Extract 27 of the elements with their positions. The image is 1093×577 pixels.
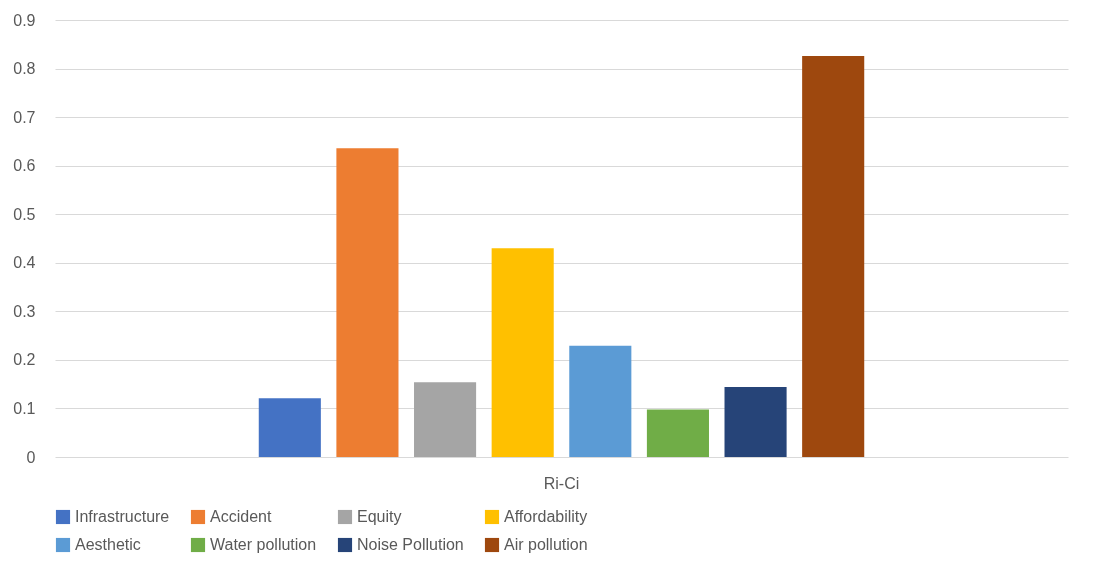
x-tick-label: Ri-Ci [543, 474, 580, 492]
bar [414, 382, 477, 457]
bar [802, 55, 865, 457]
y-tick-label: 0.6 [13, 157, 36, 175]
legend-label: Water pollution [210, 536, 317, 553]
legend-label: Accident [210, 508, 272, 525]
y-tick-label: 0.9 [13, 11, 36, 29]
legend-label: Noise Pollution [357, 536, 464, 553]
bar [646, 409, 709, 457]
legend-label: Affordability [504, 508, 588, 525]
legend-label: Air pollution [504, 536, 588, 553]
y-tick-label: 0.8 [13, 60, 36, 78]
y-tick-label: 0.1 [13, 399, 36, 417]
bar [491, 248, 554, 457]
bar [336, 148, 399, 457]
bar [724, 387, 787, 457]
legend-label: Aesthetic [75, 536, 141, 553]
y-tick-label: 0.2 [13, 351, 36, 369]
y-tick-label: 0.5 [13, 205, 36, 223]
y-tick-label: 0.7 [13, 108, 36, 126]
legend-label: Infrastructure [75, 508, 170, 525]
y-tick-label: 0.4 [13, 254, 36, 272]
legend-label: Equity [357, 508, 402, 525]
bar [258, 398, 321, 457]
bar [569, 345, 632, 457]
y-tick-label: 0 [26, 448, 36, 466]
y-tick-label: 0.3 [13, 302, 36, 320]
